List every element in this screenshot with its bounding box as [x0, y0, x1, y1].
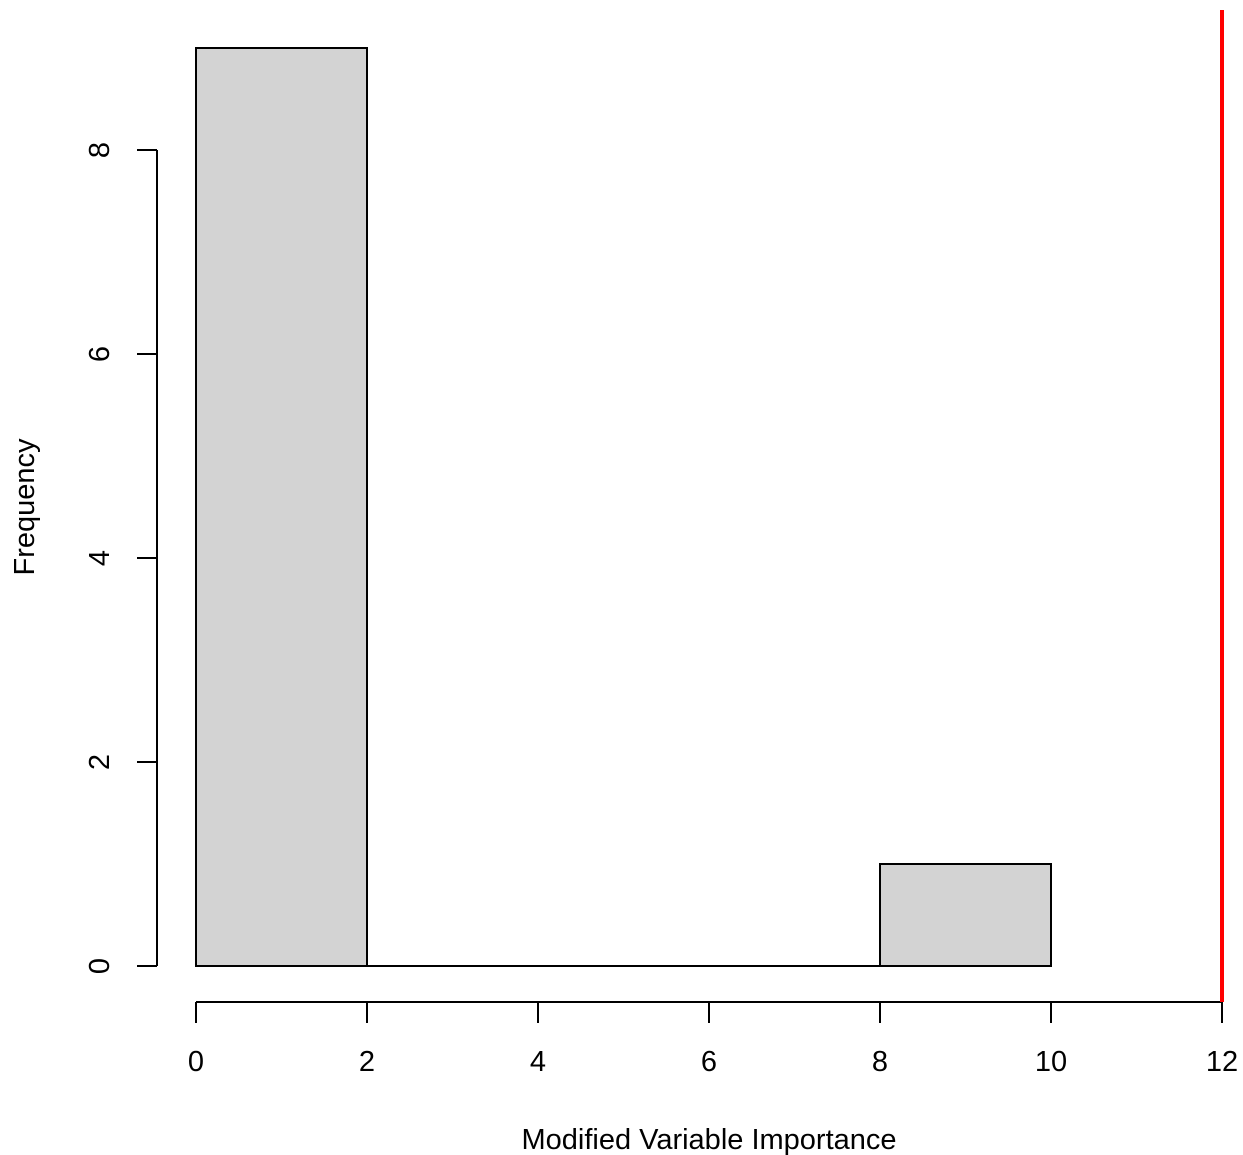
histogram-bars	[195, 47, 1052, 967]
x-axis-title: Modified Variable Importance	[521, 1124, 896, 1155]
x-tick-label-8: 8	[872, 1046, 888, 1078]
y-tick-label-8: 8	[84, 142, 116, 158]
y-tick-label-2: 2	[84, 754, 116, 770]
y-axis-title: Frequency	[9, 438, 41, 576]
histogram-bar-4	[879, 863, 1052, 967]
x-tick-label-12: 12	[1206, 1046, 1238, 1078]
y-tick-label-0: 0	[84, 958, 116, 974]
x-tick-label-6: 6	[701, 1046, 717, 1078]
y-tick-label-4: 4	[84, 550, 116, 566]
y-tick-label-6: 6	[84, 346, 116, 362]
x-axis: 0 2 4 6 8 10 12	[188, 1001, 1238, 1078]
x-tick-label-2: 2	[359, 1046, 375, 1078]
histogram-bar-0	[195, 47, 368, 967]
x-tick-label-4: 4	[530, 1046, 546, 1078]
y-axis: 0 2 4 6 8	[84, 142, 158, 974]
x-tick-label-10: 10	[1035, 1046, 1067, 1078]
x-tick-label-0: 0	[188, 1046, 204, 1078]
